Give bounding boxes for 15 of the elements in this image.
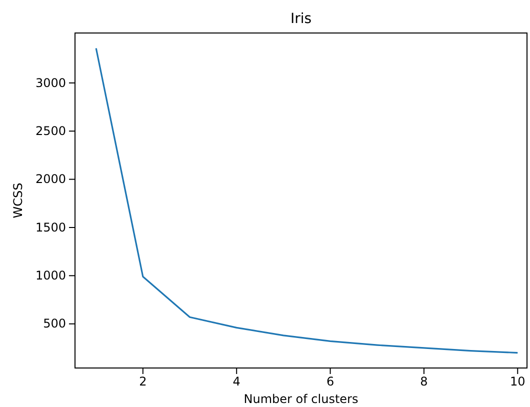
y-tick-label: 2500: [35, 124, 66, 138]
y-axis-title: WCSS: [11, 182, 25, 218]
x-tick-label: 4: [232, 374, 240, 389]
x-tick-label: 10: [510, 374, 526, 389]
x-tick-label: 2: [139, 374, 147, 389]
x-axis-title: Number of clusters: [244, 392, 358, 406]
y-tick-label: 3000: [35, 76, 66, 90]
y-tick-label: 1500: [35, 220, 66, 234]
chart-title: Iris: [290, 11, 312, 27]
x-tick-label: 8: [420, 374, 428, 389]
y-tick-label: 500: [43, 316, 66, 331]
y-tick-label: 2000: [35, 172, 66, 186]
y-tick-label: 1000: [35, 268, 66, 283]
line-series: [95, 47, 518, 354]
x-tick-label: 6: [326, 374, 334, 389]
